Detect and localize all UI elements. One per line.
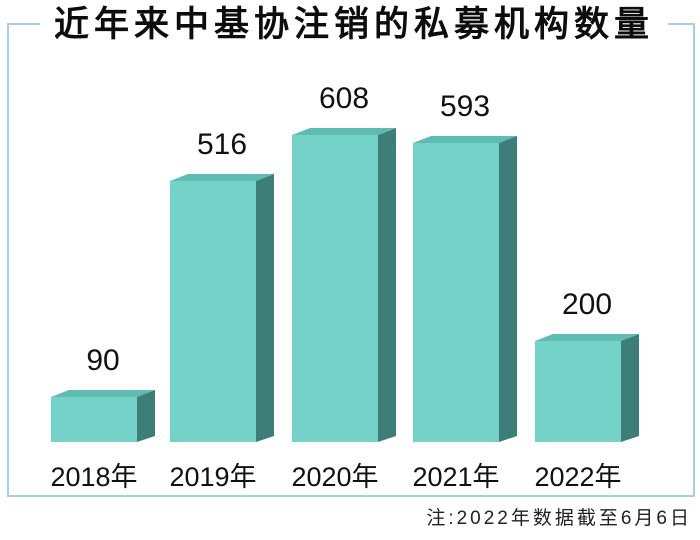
bar-side-face <box>621 334 639 442</box>
bar-top-face <box>413 136 517 143</box>
bar-category-label: 2019年 <box>169 462 257 492</box>
bar-category-label: 2021年 <box>412 462 500 492</box>
bar-side-face <box>256 174 274 442</box>
bar-front-face <box>292 135 378 442</box>
bar-value-label: 608 <box>318 82 370 115</box>
bar-front-face <box>535 341 621 442</box>
bar-top-face <box>292 128 396 135</box>
bar-side-face <box>378 128 396 442</box>
bar-front-face <box>51 397 137 442</box>
bar-side-face <box>137 390 155 442</box>
bar-category-label: 2022年 <box>534 462 622 492</box>
bar-top-face <box>535 334 639 341</box>
chart-footnote: 注:2022年数据截至6月6日 <box>426 508 692 529</box>
bar-front-face <box>170 181 256 442</box>
bar-side-face <box>499 136 517 442</box>
bar-category-label: 2020年 <box>291 462 379 492</box>
bar-value-label: 516 <box>196 128 248 161</box>
bar-top-face <box>170 174 274 181</box>
bar-front-face <box>413 143 499 442</box>
bar-value-label: 90 <box>86 344 120 377</box>
bar-top-face <box>51 390 155 397</box>
chart-title: 近年来中基协注销的私募机构数量 <box>40 5 669 45</box>
bar-value-label: 200 <box>561 288 613 321</box>
bar-category-label: 2018年 <box>50 462 138 492</box>
bar-value-label: 593 <box>439 90 491 123</box>
